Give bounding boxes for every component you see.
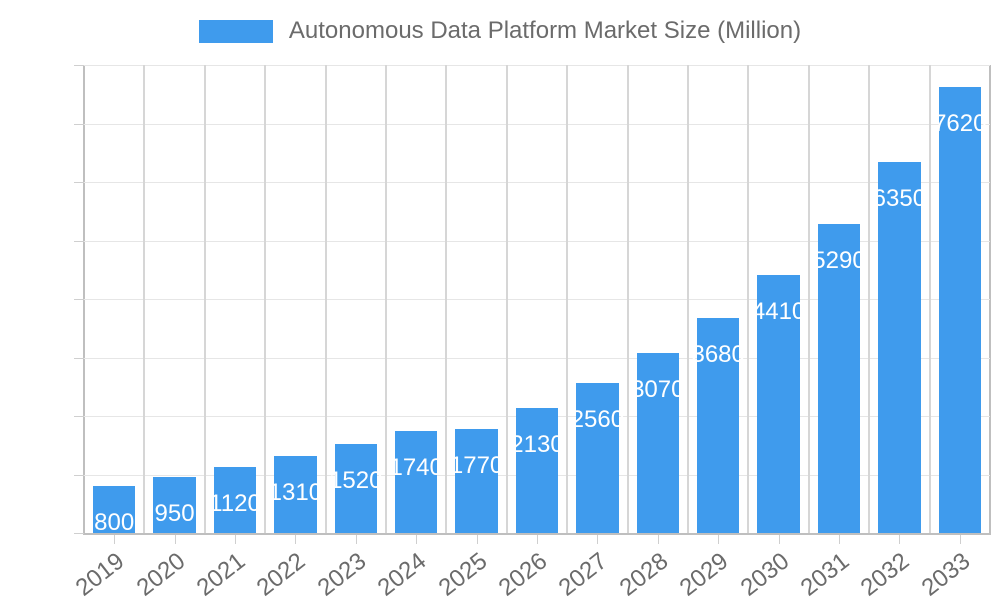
gridline-vertical [687, 65, 689, 533]
bar-value-label: 3070 [631, 376, 685, 404]
bar-value-label: 4410 [751, 298, 806, 326]
x-axis-line [83, 533, 991, 535]
gridline-vertical [807, 65, 810, 533]
gridline-horizontal [84, 123, 990, 125]
legend-label-market-size[interactable]: Autonomous Data Platform Market Size (Mi… [288, 17, 802, 44]
x-axis-tick-label: 2021 [191, 547, 251, 602]
y-axis-tick-mark [74, 182, 84, 183]
x-axis-tick-mark [355, 535, 357, 544]
x-axis-tick-mark [295, 535, 297, 544]
gridline-vertical [747, 65, 750, 533]
bar[interactable]: 3070 [631, 353, 684, 533]
gridline-vertical [385, 65, 387, 533]
gridline-horizontal [84, 65, 990, 66]
x-axis-tick-mark [114, 535, 116, 544]
bar[interactable]: 1120 [209, 467, 261, 533]
x-axis-tick-mark [778, 535, 780, 544]
x-axis-tick-label: 2030 [735, 547, 794, 602]
chart-legend: Autonomous Data Platform Market Size (Mi… [0, 16, 1000, 46]
x-axis-tick-mark [657, 535, 659, 544]
y-axis-tick-mark [74, 474, 84, 476]
bar[interactable]: 800 [93, 486, 136, 537]
gridline-vertical [868, 65, 871, 533]
bar-value-label: 3680 [691, 340, 745, 368]
plot-right-border [989, 65, 991, 533]
gridline-vertical [566, 65, 569, 533]
x-axis-tick-label: 2024 [372, 547, 432, 602]
bar[interactable]: 1770 [450, 429, 503, 533]
x-axis-tick-mark [597, 535, 599, 544]
bar[interactable]: 7620 [933, 87, 986, 533]
bar-value-label: 7620 [933, 110, 987, 138]
gridline-vertical [324, 65, 327, 533]
bar-value-label: 1520 [329, 467, 383, 495]
gridline-vertical [505, 65, 508, 533]
x-axis-tick-mark [174, 535, 176, 544]
x-axis-tick-mark [718, 535, 720, 544]
y-axis-tick-mark [74, 123, 84, 125]
gridline-horizontal [84, 182, 990, 183]
bar[interactable]: 3680 [691, 317, 745, 533]
x-axis-tick-mark [537, 535, 538, 544]
x-axis-tick-label: 2027 [554, 547, 613, 602]
bar[interactable]: 5290 [812, 223, 866, 533]
gridline-vertical [203, 65, 206, 533]
x-axis-tick-label: 2028 [614, 547, 674, 602]
gridline-vertical [626, 65, 629, 533]
x-axis-tick-mark [959, 535, 961, 544]
x-axis-tick-label: 2020 [131, 547, 190, 602]
bar-value-label: 2560 [570, 406, 625, 434]
y-axis-tick-mark [74, 299, 84, 300]
gridline-vertical [928, 65, 931, 533]
bar-value-label: 1740 [389, 454, 443, 482]
y-axis-tick-mark [74, 533, 84, 534]
gridline-horizontal [84, 240, 990, 242]
bar[interactable]: 950 [153, 477, 196, 533]
plot-area: 010002000300040005000600070008000 800950… [71, 65, 991, 602]
x-axis-tick-label: 2033 [916, 547, 976, 602]
bar-value-label: 6350 [872, 184, 927, 212]
x-axis-tick-mark [899, 535, 901, 544]
bar[interactable]: 6350 [873, 161, 926, 533]
x-axis-tick-label: 2025 [433, 547, 492, 602]
gridline-vertical [264, 65, 267, 533]
bar-value-label: 1120 [209, 490, 261, 518]
x-axis-tick-label: 2026 [493, 547, 553, 602]
bar-value-label: 950 [154, 500, 195, 528]
x-axis-tick-label: 2022 [252, 547, 311, 602]
bar-value-label: 2130 [510, 431, 564, 459]
bar[interactable]: 2130 [510, 408, 564, 533]
bar-value-label: 1310 [268, 479, 323, 507]
bar[interactable]: 4410 [752, 275, 805, 533]
gridline-vertical [143, 65, 146, 533]
gridline-horizontal [84, 299, 990, 300]
x-axis-tick-label: 2019 [70, 547, 130, 602]
bar[interactable]: 1740 [389, 431, 443, 533]
legend-swatch-market-size[interactable] [198, 19, 273, 43]
x-axis-tick-label: 2031 [795, 547, 855, 602]
x-axis-tick-mark [416, 535, 418, 544]
x-axis-tick-label: 2023 [312, 547, 372, 602]
x-axis-tick-mark [235, 535, 236, 544]
y-axis-tick-mark [74, 357, 84, 359]
bar[interactable]: 2560 [571, 383, 624, 533]
bar[interactable]: 1310 [269, 456, 322, 533]
x-axis-tick-label: 2029 [674, 547, 734, 602]
bar-value-label: 800 [94, 509, 135, 537]
bar-value-label: 1770 [449, 452, 504, 480]
x-axis-tick-mark [839, 535, 840, 544]
y-axis-tick-mark [74, 65, 84, 66]
y-axis-tick-mark [74, 240, 84, 242]
bar[interactable]: 1520 [329, 444, 382, 533]
x-axis-tick-mark [476, 535, 478, 544]
gridline-horizontal [84, 357, 990, 359]
bar-value-label: 5290 [812, 246, 866, 274]
gridline-vertical [445, 65, 448, 533]
y-axis-tick-mark [74, 416, 84, 417]
x-axis-tick-label: 2032 [856, 547, 915, 602]
